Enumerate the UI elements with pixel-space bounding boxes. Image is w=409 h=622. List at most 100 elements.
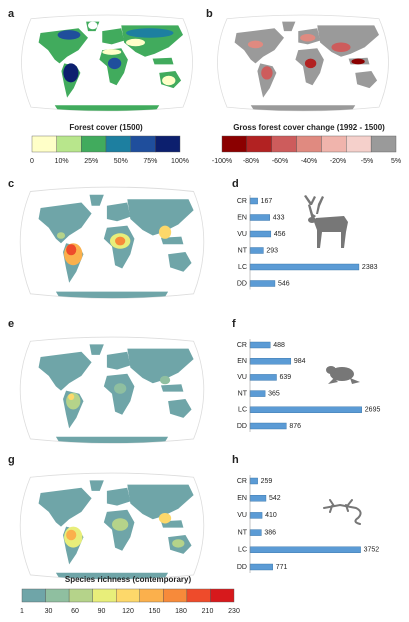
legend-label: 90 <box>98 608 106 615</box>
value-label: 293 <box>266 247 278 254</box>
value-label: 365 <box>268 390 280 397</box>
category-label: EN <box>237 358 247 365</box>
legend-label: -80% <box>243 158 259 165</box>
legend-swatch <box>210 588 235 603</box>
legend-swatch <box>346 135 372 153</box>
category-label: DD <box>237 564 247 571</box>
legend-swatch <box>92 588 117 603</box>
panel-label: g <box>8 454 15 466</box>
legend-swatch <box>186 588 211 603</box>
legend-label: 230 <box>228 608 240 615</box>
legend-swatch <box>68 588 93 603</box>
bar <box>249 422 287 430</box>
bar <box>249 495 267 502</box>
legend-swatch <box>271 135 297 153</box>
panel-label: b <box>206 8 213 20</box>
legend-swatch <box>163 588 188 603</box>
legend-swatch <box>370 135 397 153</box>
value-label: 259 <box>261 478 273 485</box>
bar <box>249 406 362 413</box>
lizard-icon <box>323 499 362 525</box>
value-label: 546 <box>278 280 290 287</box>
legend-title: Forest cover (1500) <box>69 123 143 132</box>
legend-swatch <box>155 135 181 153</box>
legend-label: 10% <box>55 158 69 165</box>
legend-label: 100% <box>171 158 189 165</box>
legend-label: 30 <box>45 608 53 615</box>
frog-icon <box>326 366 360 384</box>
category-label: LC <box>238 264 247 271</box>
legend-label: -60% <box>272 158 288 165</box>
legend-swatch <box>321 135 347 153</box>
legend-title: Gross forest cover change (1992 - 1500) <box>233 123 385 132</box>
bar <box>249 280 276 287</box>
category-label: LC <box>238 547 247 554</box>
legend-swatch <box>139 588 164 603</box>
category-label: VU <box>237 512 247 519</box>
legend-label: -100% <box>212 158 232 165</box>
legend-swatch <box>221 135 248 153</box>
legend-title: Species richness (contemporary) <box>65 575 192 584</box>
bar <box>249 477 258 485</box>
legend-label: 150 <box>149 608 161 615</box>
legend-label: 60 <box>71 608 79 615</box>
category-label: EN <box>237 495 247 502</box>
legend-label: -5% <box>361 158 373 165</box>
bar <box>249 374 277 381</box>
value-label: 3752 <box>364 547 380 554</box>
legend-swatch <box>130 135 156 153</box>
category-label: VU <box>237 231 247 238</box>
category-label: EN <box>237 214 247 221</box>
legend-label: 50% <box>114 158 128 165</box>
legend-swatch <box>56 135 82 153</box>
bar <box>249 214 270 221</box>
bar <box>249 512 263 519</box>
bar <box>249 529 262 536</box>
value-label: 2383 <box>362 264 378 271</box>
value-label: 639 <box>280 374 292 381</box>
category-label: DD <box>237 423 247 430</box>
legend-swatch <box>296 135 322 153</box>
legend-label: 210 <box>202 608 214 615</box>
value-label: 410 <box>265 512 277 519</box>
bar <box>249 230 272 238</box>
category-label: LC <box>238 407 247 414</box>
category-label: CR <box>237 342 247 349</box>
legend-swatch <box>31 135 57 153</box>
legend-label: 5% <box>391 158 401 165</box>
legend-label: 1 <box>20 608 24 615</box>
legend-label: -20% <box>330 158 346 165</box>
category-label: NT <box>238 390 248 397</box>
map-reptile-richness <box>19 472 205 580</box>
map-amphibian-richness <box>19 336 205 444</box>
value-label: 167 <box>261 198 273 205</box>
value-label: 771 <box>276 564 288 571</box>
value-label: 386 <box>264 529 276 536</box>
category-label: CR <box>237 198 247 205</box>
bar <box>249 563 273 571</box>
category-label: NT <box>238 529 248 536</box>
deer-icon <box>304 195 348 248</box>
panel-label: c <box>8 178 14 190</box>
value-label: 984 <box>294 358 306 365</box>
value-label: 876 <box>289 423 301 430</box>
legend-swatch <box>246 135 272 153</box>
legend-swatch <box>21 588 46 603</box>
bar <box>249 390 266 397</box>
legend-label: -40% <box>301 158 317 165</box>
value-label: 456 <box>274 231 286 238</box>
legend-swatch <box>81 135 107 153</box>
bar <box>249 341 271 349</box>
category-label: VU <box>237 374 247 381</box>
bar <box>249 263 360 271</box>
value-label: 542 <box>269 495 281 502</box>
panel-label: a <box>8 8 15 20</box>
panel-label: d <box>232 178 239 190</box>
panel-label: h <box>232 454 239 466</box>
category-label: DD <box>237 280 247 287</box>
map-forest-change <box>217 14 389 112</box>
legend-label: 75% <box>143 158 157 165</box>
bar <box>249 197 258 205</box>
